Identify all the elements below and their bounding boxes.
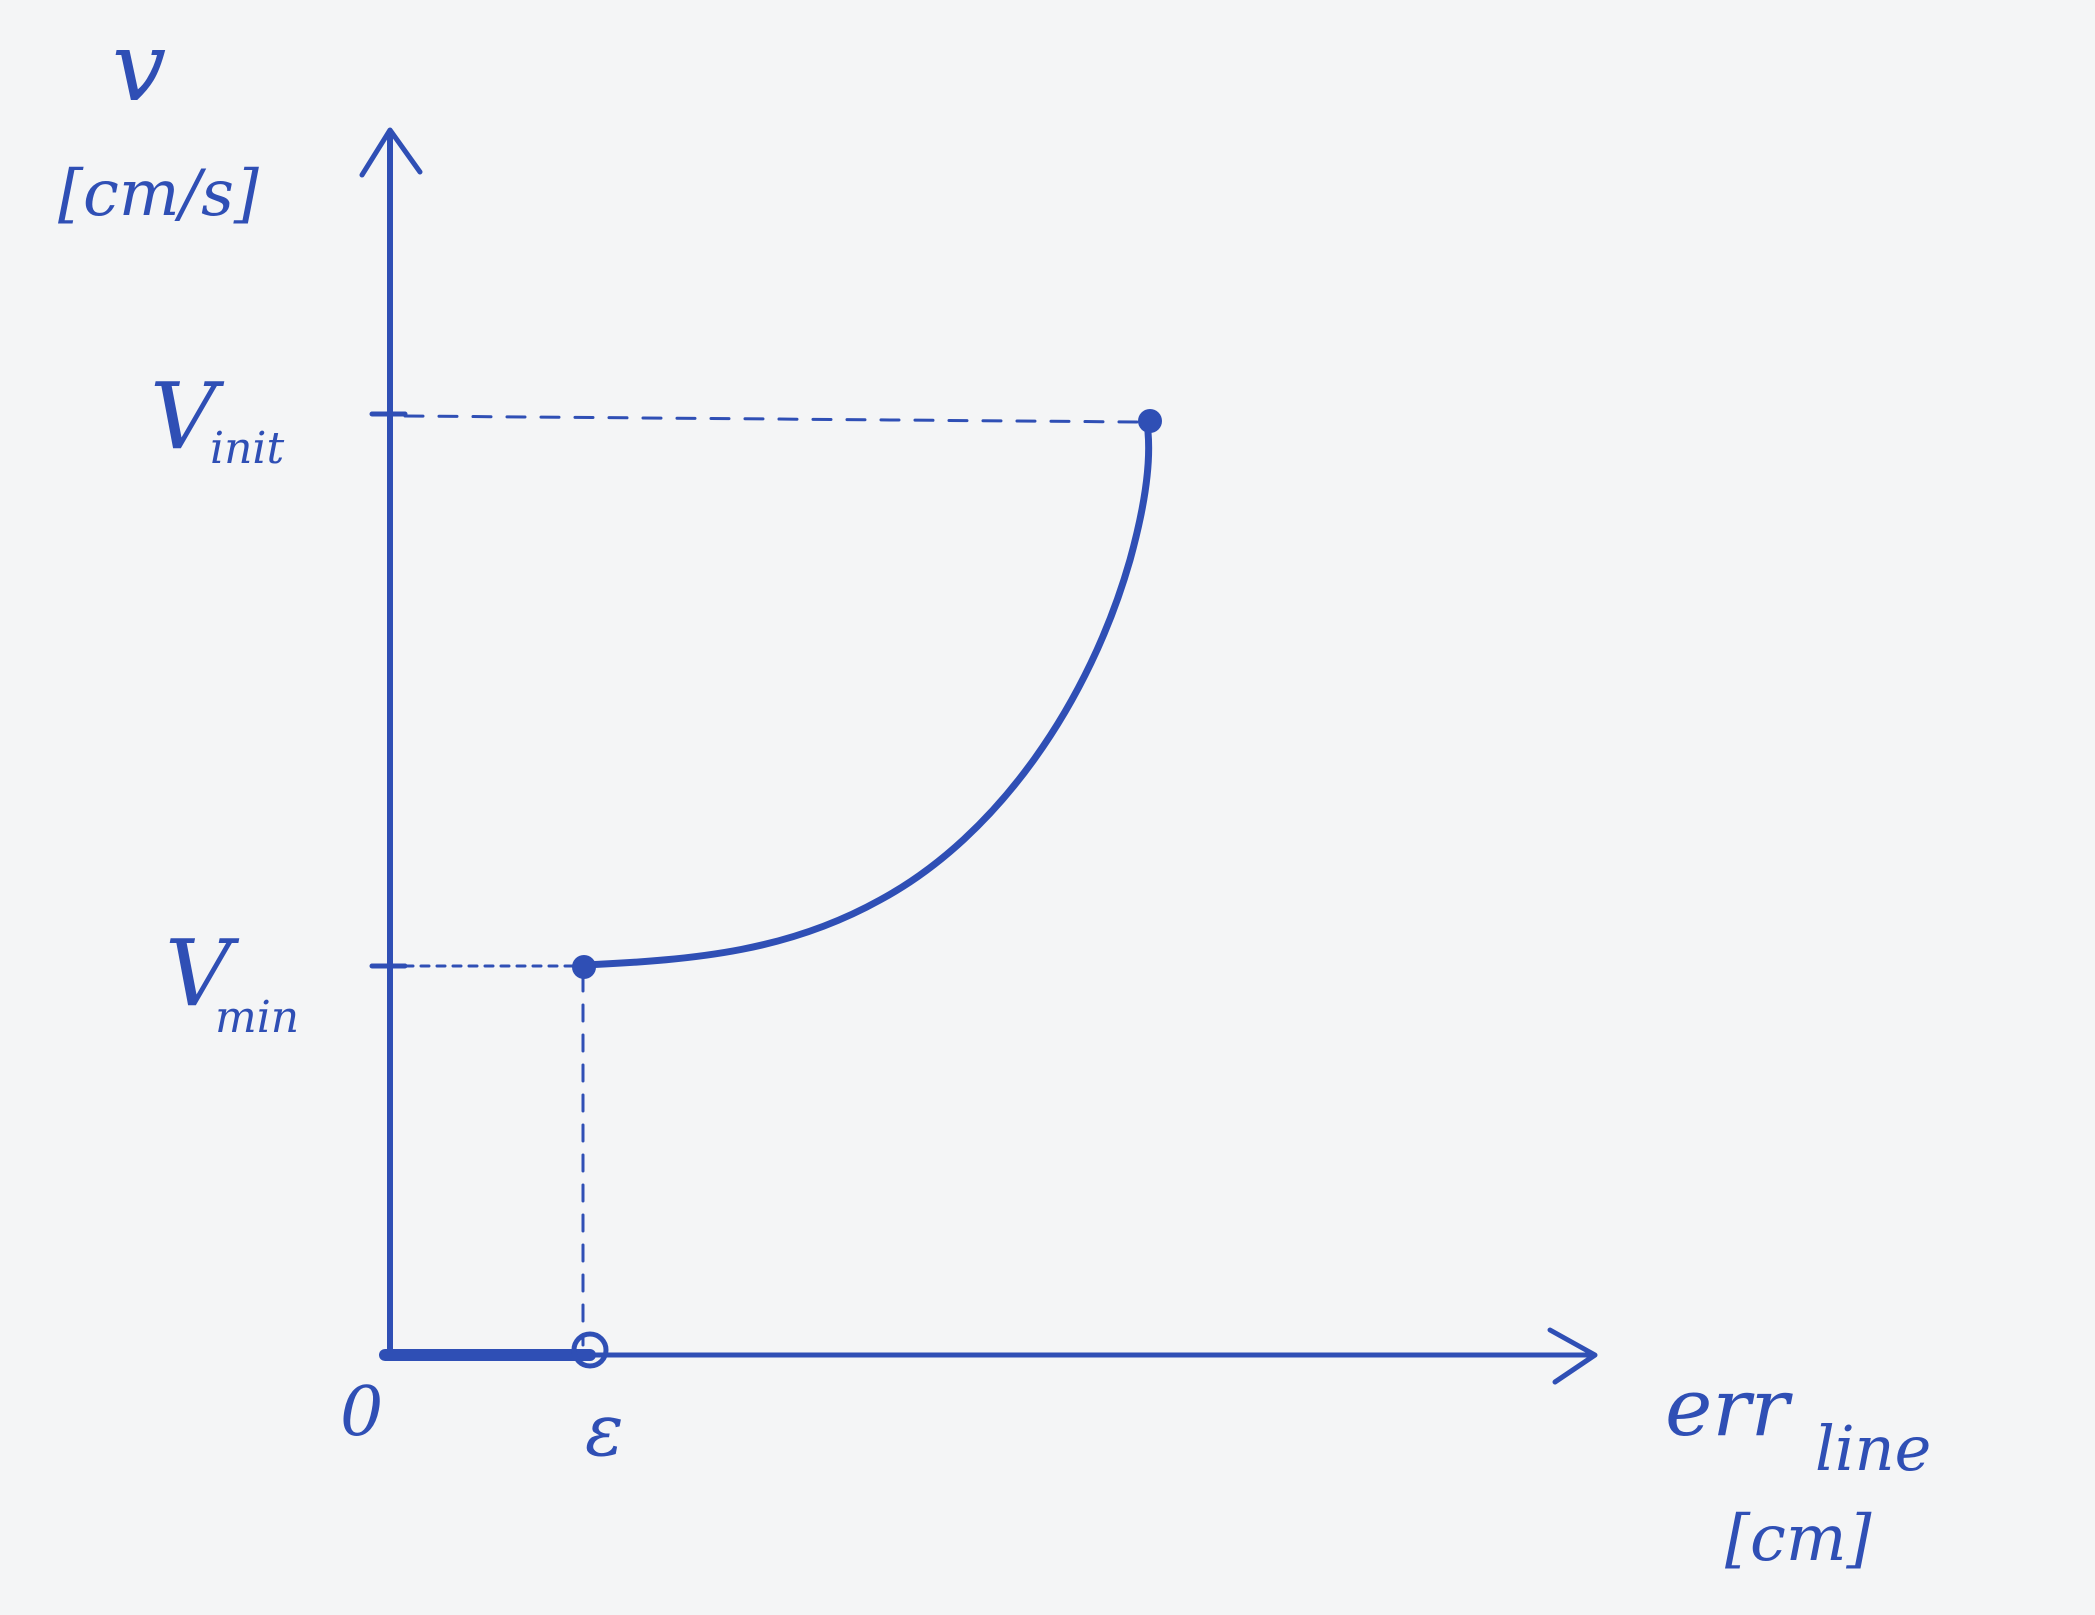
v-min-point xyxy=(572,955,596,979)
epsilon-label: ε xyxy=(585,1388,624,1472)
v-init-label: V xyxy=(150,363,225,470)
v-init-guide xyxy=(403,414,1142,424)
y-axis-label: v xyxy=(112,11,166,123)
v-min-subscript: min xyxy=(215,992,299,1043)
y-axis-arrowhead xyxy=(359,127,423,178)
x-axis-label: err xyxy=(1665,1361,1794,1454)
velocity-curve xyxy=(579,428,1153,969)
origin-label: 0 xyxy=(340,1373,383,1452)
v-init-subscript: init xyxy=(210,423,284,474)
epsilon-point xyxy=(571,1331,609,1369)
x-axis-arrowhead xyxy=(1547,1327,1598,1385)
v-min-label: V xyxy=(165,920,240,1027)
x-axis-subscript: line xyxy=(1815,1412,1931,1485)
v-init-point xyxy=(1138,409,1162,433)
x-axis-unit: [cm] xyxy=(1725,1502,1873,1576)
y-axis-unit: [cm/s] xyxy=(58,157,260,231)
